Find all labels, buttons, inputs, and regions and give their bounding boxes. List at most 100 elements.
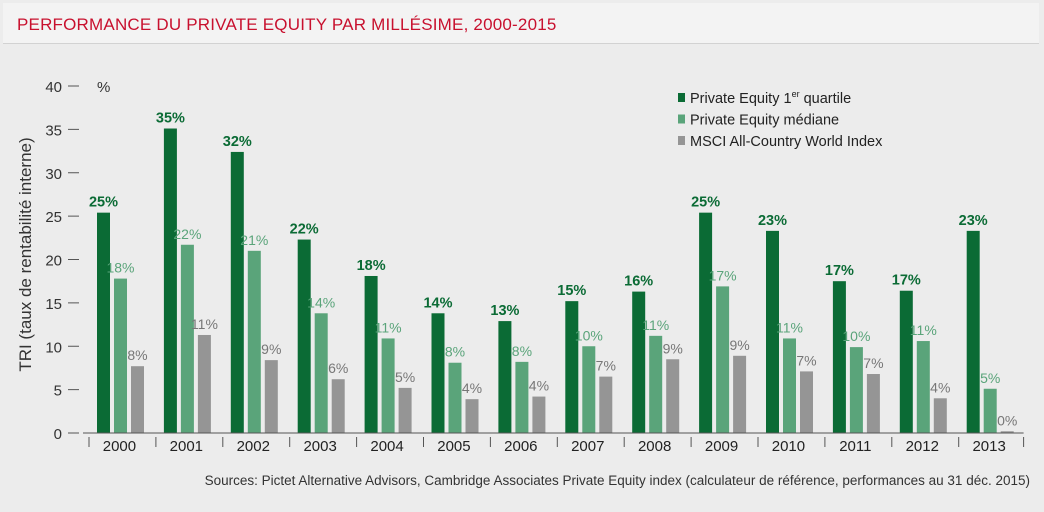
x-tick-label-2006: 2006 [504, 438, 537, 455]
bar-2012-s1 [899, 290, 913, 433]
data-label-2004-s2: 11% [375, 319, 402, 335]
data-label-2009-s3: 9% [729, 337, 749, 353]
x-tick-label-2007: 2007 [571, 438, 604, 455]
data-label-2013-s3: 0% [997, 412, 1017, 428]
bar-2013-s3 [1000, 431, 1014, 433]
bar-2010-s2 [783, 338, 796, 433]
bar-2006-s2 [515, 361, 529, 433]
bar-2009-s3 [733, 355, 747, 433]
bar-2010-s1 [766, 230, 779, 433]
bar-2003-s1 [297, 239, 311, 433]
bar-2013-s2 [983, 388, 997, 433]
data-label-2005-s1: 14% [423, 295, 452, 311]
x-tick-label-2010: 2010 [772, 438, 805, 455]
bar-2001-s1 [163, 128, 177, 433]
bar-2012-s3 [933, 398, 947, 433]
bar-2006-s3 [532, 396, 546, 433]
bar-2006-s1 [498, 321, 512, 433]
data-label-2002-s1: 32% [223, 134, 252, 150]
legend: Private Equity 1er quartile Private Equit… [678, 89, 883, 150]
legend-swatch-2 [678, 114, 685, 124]
y-tick-label: 0 [54, 426, 62, 443]
bar-2010-s3 [800, 371, 813, 433]
data-label-2013-s2: 5% [980, 370, 1000, 386]
data-label-2005-s3: 4% [462, 380, 482, 396]
x-tick-label-2005: 2005 [437, 438, 470, 455]
data-label-2008-s3: 9% [663, 340, 683, 356]
x-tick-label-2011: 2011 [839, 438, 871, 455]
bar-2002-s3 [264, 360, 278, 433]
data-label-2000-s3: 8% [127, 347, 147, 363]
bar-2008-s2 [649, 335, 663, 433]
bar-2001-s2 [180, 244, 194, 433]
bar-2012-s2 [916, 341, 930, 433]
data-label-2007-s2: 10% [575, 327, 603, 343]
data-label-2011-s2: 10% [842, 328, 870, 344]
x-tick-label-2001: 2001 [170, 438, 203, 455]
bar-2003-s3 [331, 379, 345, 433]
data-label-2012-s2: 11% [910, 322, 937, 338]
bar-2008-s3 [666, 359, 680, 433]
bar-2007-s2 [582, 346, 596, 433]
data-label-2000-s1: 25% [89, 195, 118, 211]
data-label-2005-s2: 8% [445, 344, 465, 360]
y-tick-label: 40 [45, 79, 62, 96]
data-label-2011-s1: 17% [825, 263, 854, 279]
x-tick-label-2002: 2002 [237, 438, 270, 455]
data-label-2001-s2: 22% [173, 226, 201, 242]
bar-2008-s1 [632, 291, 646, 433]
bar-2003-s2 [314, 313, 328, 433]
y-tick-label: 35 [45, 122, 62, 139]
bar-2005-s3 [465, 399, 479, 433]
y-tick-label: 25 [45, 209, 62, 226]
x-tick-label-2008: 2008 [638, 438, 671, 455]
y-tick-label: 15 [45, 296, 62, 313]
x-tick-label-2012: 2012 [906, 438, 939, 455]
data-label-2004-s1: 18% [357, 258, 386, 274]
bar-2004-s3 [398, 387, 412, 433]
legend-swatch-3 [678, 136, 685, 145]
data-label-2006-s3: 4% [529, 378, 549, 394]
bar-2007-s3 [599, 376, 613, 433]
bar-2002-s1 [230, 151, 244, 433]
legend-label-1: Private Equity 1er quartile [690, 89, 851, 107]
data-label-2002-s2: 21% [240, 232, 268, 248]
data-label-2011-s3: 7% [863, 355, 883, 371]
x-tick-label-2009: 2009 [705, 438, 738, 455]
data-label-2007-s1: 15% [557, 283, 586, 299]
bar-2002-s2 [247, 250, 261, 433]
x-tick-label-2004: 2004 [370, 438, 403, 455]
data-label-2003-s3: 6% [328, 360, 348, 376]
data-label-2003-s2: 14% [307, 294, 335, 310]
chart-title: PERFORMANCE DU PRIVATE EQUITY PAR MILLÉS… [17, 15, 557, 34]
y-tick-label: 20 [45, 253, 62, 270]
x-tick-label-2003: 2003 [303, 438, 336, 455]
bars [97, 128, 1014, 433]
x-tick-label-2013: 2013 [972, 438, 1005, 455]
data-label-2008-s2: 11% [642, 317, 669, 333]
data-label-2008-s1: 16% [624, 274, 653, 290]
data-label-2009-s2: 17% [709, 267, 737, 283]
data-label-2012-s3: 4% [930, 379, 950, 395]
sources-note: Sources: Pictet Alternative Advisors, Ca… [204, 473, 1030, 488]
bar-2000-s2 [114, 278, 127, 433]
x-tick-label-2000: 2000 [103, 438, 136, 455]
y-tick-label: 5 [54, 383, 62, 400]
legend-swatch-1 [678, 93, 685, 102]
title-band: PERFORMANCE DU PRIVATE EQUITY PAR MILLÉS… [3, 3, 1039, 44]
data-label-2010-s1: 23% [758, 213, 787, 229]
bar-2009-s1 [699, 212, 713, 433]
y-axis-title: TRI (taux de rentabilité interne) [16, 137, 35, 371]
x-axis: 2000 2001 2002 2003 2004 2005 2006 2007 2008 2009… [83, 432, 1025, 455]
data-label-2013-s1: 23% [959, 213, 988, 229]
data-label-2001-s3: 11% [191, 316, 218, 332]
legend-label-2: Private Equity médiane [690, 113, 839, 129]
data-label-2010-s2: 11% [776, 319, 803, 335]
bar-2000-s1 [97, 212, 110, 433]
data-label-2010-s3: 7% [796, 352, 816, 368]
legend-label-3: MSCI All-Country World Index [690, 134, 883, 150]
bar-2004-s2 [381, 338, 395, 433]
data-labels: 25% 18% 8% 35% 22% 11% 32% 21% 9% 22% 14% 6% 18% 11% 5… [89, 111, 1017, 429]
bar-2011-s1 [832, 281, 846, 433]
bar-2005-s2 [448, 362, 462, 433]
